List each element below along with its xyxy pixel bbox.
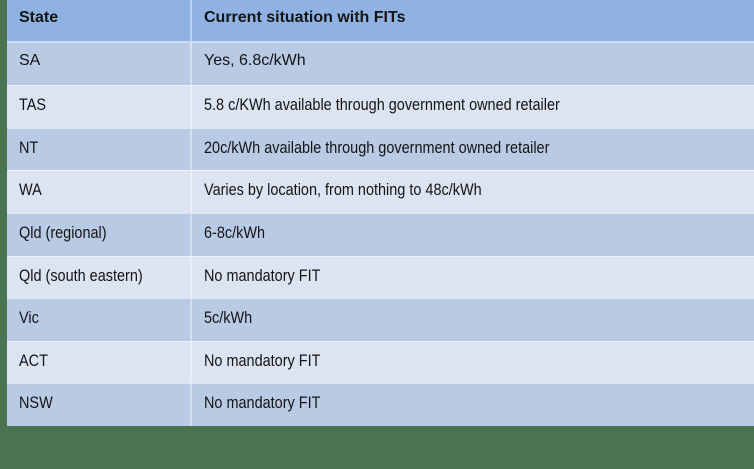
state-label: Vic bbox=[19, 308, 39, 328]
situation-cell: 5.8 c/KWh available through government o… bbox=[190, 86, 754, 128]
column-header-situation-label: Current situation with FITs bbox=[204, 9, 406, 26]
state-label: ACT bbox=[19, 350, 48, 370]
situation-cell: 6-8c/kWh bbox=[190, 213, 754, 256]
column-header-situation: Current situation with FITs bbox=[190, 0, 754, 41]
situation-label: 5.8 c/KWh available through government o… bbox=[204, 95, 560, 115]
column-header-state-label: State bbox=[19, 9, 59, 26]
state-label: TAS bbox=[19, 95, 47, 115]
state-cell: NT bbox=[7, 129, 190, 171]
situation-cell: No mandatory FIT bbox=[190, 256, 754, 299]
table-row-qld-regional: Qld (regional) 6-8c/kWh bbox=[7, 212, 754, 256]
state-label: Qld (regional) bbox=[19, 222, 107, 242]
situation-cell: 20c/kWh available through government own… bbox=[190, 128, 754, 171]
situation-cell: Yes, 6.8c/kWh bbox=[190, 42, 754, 86]
table-row-qld-south-eastern: Qld (south eastern) No mandatory FIT bbox=[7, 255, 754, 299]
state-cell: ACT bbox=[7, 342, 190, 384]
table-row-vic: Vic 5c/kWh bbox=[7, 298, 754, 341]
table-row-act: ACT No mandatory FIT bbox=[7, 340, 754, 384]
state-label: NSW bbox=[19, 393, 53, 413]
table-header-row: State Current situation with FITs bbox=[7, 0, 754, 43]
state-cell: TAS bbox=[7, 86, 190, 128]
situation-cell: No mandatory FIT bbox=[190, 384, 754, 426]
state-label: NT bbox=[19, 137, 39, 157]
situation-label: No mandatory FIT bbox=[204, 393, 321, 413]
fits-table: State Current situation with FITs SA Yes… bbox=[7, 0, 754, 426]
state-cell: SA bbox=[7, 43, 190, 86]
situation-label: 20c/kWh available through government own… bbox=[204, 137, 550, 157]
state-label: WA bbox=[19, 180, 42, 200]
situation-cell: No mandatory FIT bbox=[190, 341, 754, 384]
table-row-nsw: NSW No mandatory FIT bbox=[7, 383, 754, 426]
table-row-wa: WA Varies by location, from nothing to 4… bbox=[7, 170, 754, 213]
situation-label: 6-8c/kWh bbox=[204, 222, 266, 242]
situation-label: No mandatory FIT bbox=[204, 265, 321, 285]
situation-label: Varies by location, from nothing to 48c/… bbox=[204, 180, 482, 200]
state-cell: WA bbox=[7, 171, 190, 213]
table-row-nt: NT 20c/kWh available through government … bbox=[7, 127, 754, 171]
situation-cell: 5c/kWh bbox=[190, 299, 754, 341]
situation-label: No mandatory FIT bbox=[204, 350, 321, 370]
table-row-sa: SA Yes, 6.8c/kWh bbox=[7, 42, 754, 86]
state-cell: NSW bbox=[7, 384, 190, 426]
column-header-state: State bbox=[7, 0, 190, 41]
state-cell: Qld (south eastern) bbox=[7, 257, 190, 299]
situation-label: Yes, 6.8c/kWh bbox=[204, 51, 306, 69]
state-cell: Qld (regional) bbox=[7, 214, 190, 256]
state-label: Qld (south eastern) bbox=[19, 265, 143, 285]
state-cell: Vic bbox=[7, 299, 190, 341]
situation-cell: Varies by location, from nothing to 48c/… bbox=[190, 171, 754, 213]
situation-label: 5c/kWh bbox=[204, 308, 253, 328]
table-row-tas: TAS 5.8 c/KWh available through governme… bbox=[7, 85, 754, 128]
state-label: SA bbox=[19, 51, 41, 69]
